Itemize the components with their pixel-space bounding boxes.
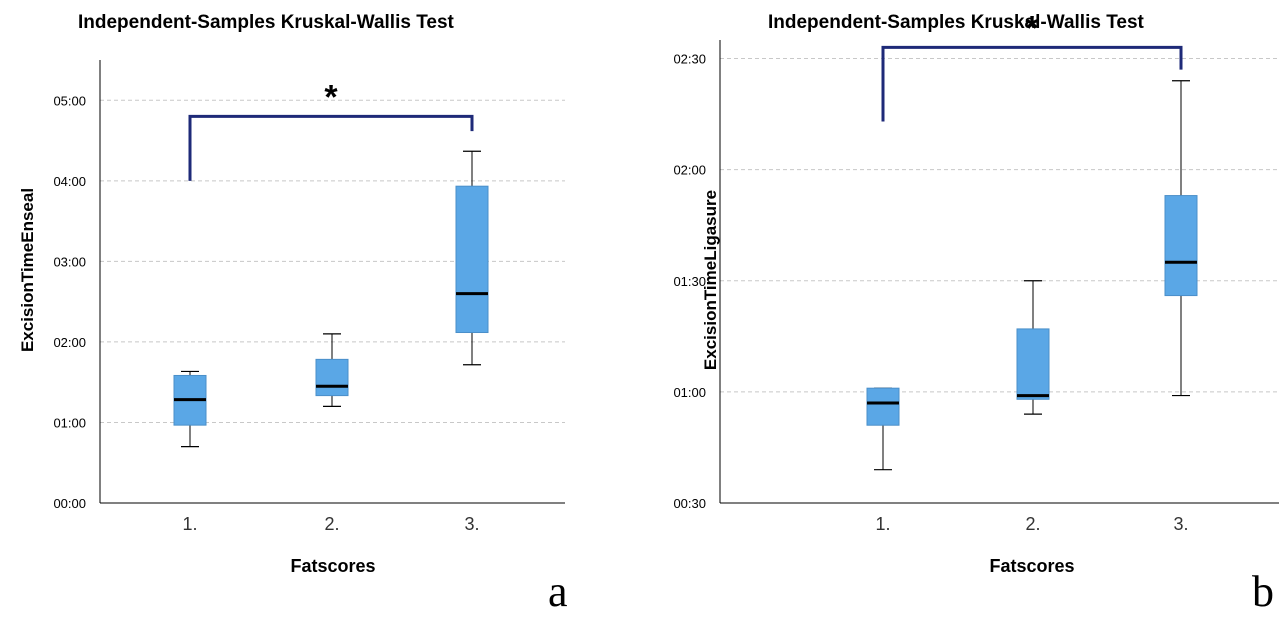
y-tick-label: 05:00 — [53, 93, 86, 108]
y-tick-label: 00:00 — [53, 496, 86, 511]
y-tick-label: 01:30 — [673, 274, 706, 289]
x-tick-label: 3. — [1173, 514, 1188, 534]
box-iqr — [866, 387, 900, 426]
y-tick-label: 03:00 — [53, 254, 86, 269]
x-axis-label: Fatscores — [989, 556, 1074, 576]
x-tick-label: 1. — [182, 514, 197, 534]
y-tick-label: 02:00 — [673, 163, 706, 178]
y-tick-label: 02:00 — [53, 335, 86, 350]
box-iqr — [455, 185, 489, 334]
chart-panel-b: Independent-Samples Kruskal-Wallis Test … — [640, 0, 1279, 616]
box-plot-ligasure: 00:30 01:00 01:30 02:00 02:30 1. 2. 3. ExcisionT… — [673, 9, 1279, 576]
chart-title: Independent-Samples Kruskal-Wallis Test — [78, 12, 454, 33]
y-tick-label: 00:30 — [673, 496, 706, 511]
significance-bracket — [188, 114, 474, 181]
chart-panel-a: Independent-Samples Kruskal-Wallis Test … — [0, 0, 620, 616]
x-tick-label: 1. — [875, 514, 890, 534]
x-axis-label: Fatscores — [290, 556, 375, 576]
x-tick-label: 2. — [1025, 514, 1040, 534]
box-plot-enseal: 00:00 01:00 02:00 03:00 04:00 05:00 1. 2. 3. Exci… — [18, 60, 565, 576]
y-tick-label: 01:00 — [673, 385, 706, 400]
panel-label: a — [548, 567, 568, 616]
y-tick-label: 02:30 — [673, 52, 706, 67]
x-tick-label: 3. — [464, 514, 479, 534]
box-iqr — [1164, 195, 1198, 297]
box-iqr — [315, 358, 349, 397]
y-axis-label: ExcisionTimeEnseal — [18, 188, 37, 352]
y-axis-label: ExcisionTimeLigasure — [701, 190, 720, 370]
y-tick-label: 01:00 — [53, 415, 86, 430]
x-tick-label: 2. — [324, 514, 339, 534]
panel-label: b — [1252, 567, 1274, 616]
y-tick-label: 04:00 — [53, 174, 86, 189]
box-iqr — [1016, 328, 1050, 400]
chart-title: Independent-Samples Kruskal-Wallis Test — [768, 12, 1144, 33]
significance-bracket — [881, 45, 1183, 122]
significance-marker: * — [1025, 9, 1039, 47]
significance-marker: * — [324, 78, 338, 116]
